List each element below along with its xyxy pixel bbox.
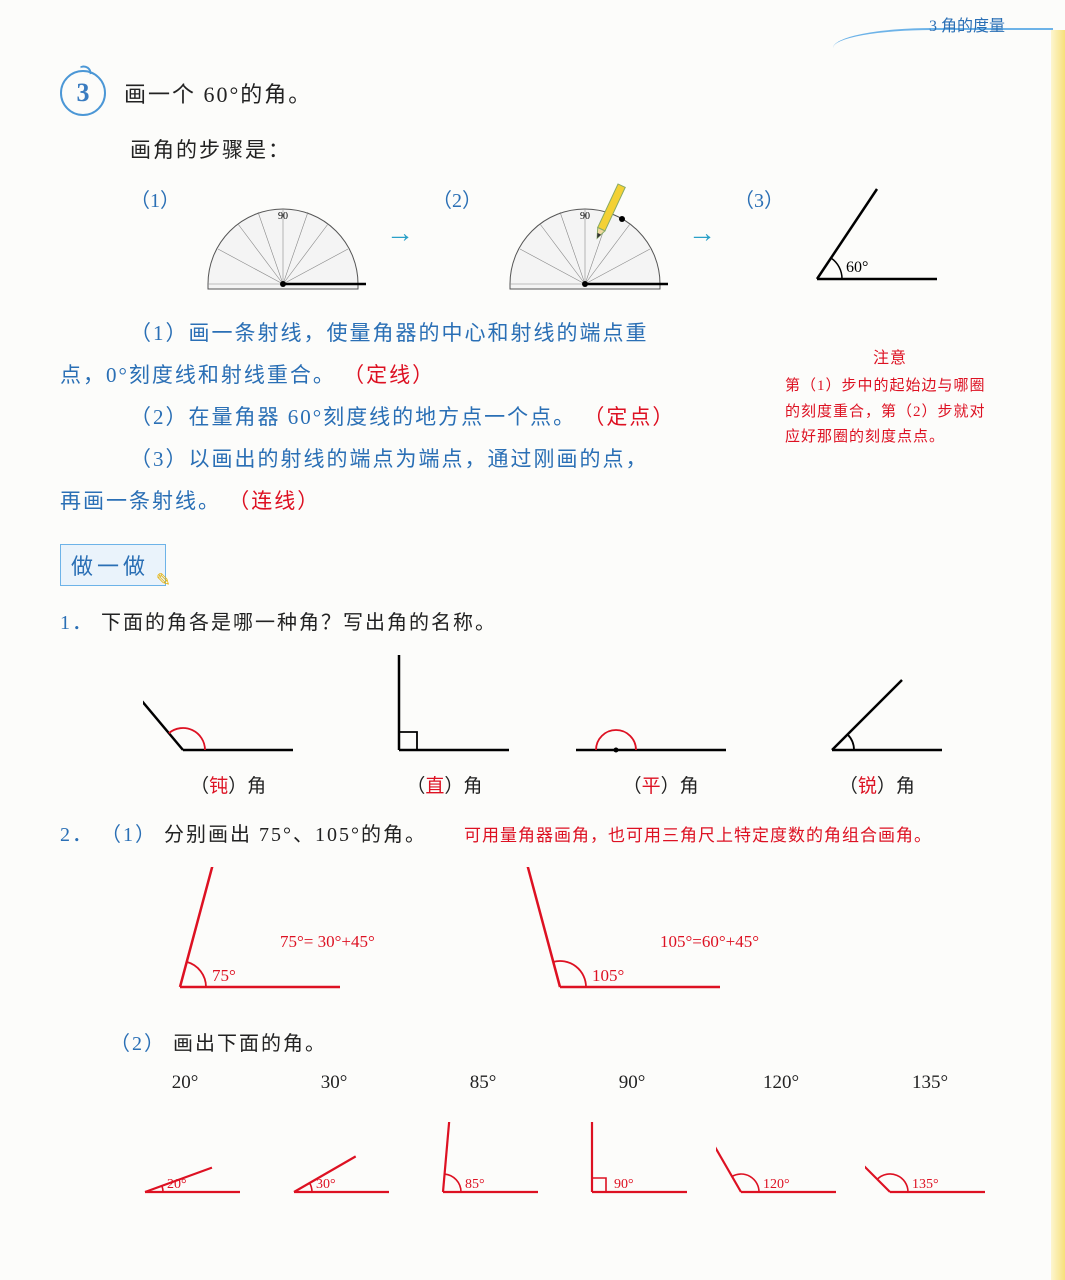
q2p2-col: 120° 120° [716, 1072, 846, 1202]
q2p2-angle-figure: 30° [269, 1122, 399, 1202]
q2p2-col: 85° 85° [418, 1072, 548, 1202]
q2p2-angle-figure: 135° [865, 1122, 995, 1202]
q2p2-degree-label: 30° [269, 1072, 399, 1094]
step-label-2: （2） [432, 184, 482, 213]
q1-angle-cell: （直）角 [359, 655, 529, 798]
svg-text:135°: 135° [912, 1177, 939, 1192]
protractor-90-mark: 90 [278, 211, 288, 222]
svg-text:90°: 90° [614, 1177, 634, 1192]
q1-angle-row: （钝）角 （直）角 （平）角 （锐）角 [120, 655, 985, 798]
q1-angle-label: （直）角 [359, 771, 529, 798]
angle-60-label: 60° [846, 259, 868, 276]
q2p2-angle-figure: 90° [567, 1122, 697, 1202]
svg-text:75°: 75° [212, 966, 236, 985]
q2p2-label: （2） [110, 1033, 166, 1055]
q2-hint: 可用量角器画角，也可用三角尺上特定度数的角组合画角。 [464, 826, 932, 845]
q2p2-col: 90° 90° [567, 1072, 697, 1202]
q2p2-col: 135° 135° [865, 1072, 995, 1202]
chapter-header: 3 角的度量 [929, 12, 1005, 36]
q2-num: 2． [60, 824, 94, 846]
q1-text: 下面的角各是哪一种角？写出角的名称。 [101, 612, 497, 634]
svg-text:75°= 30°+45°: 75°= 30°+45° [280, 932, 375, 951]
svg-text:85°: 85° [465, 1177, 485, 1192]
note-title: 注意 [785, 345, 995, 372]
q2p2-angle-figure: 20° [120, 1122, 250, 1202]
angle-figure [792, 655, 962, 765]
q1-angle-cell: （平）角 [576, 655, 746, 798]
q2p2-row: （2） 画出下面的角。 [110, 1027, 1025, 1056]
q2p1-label: （1） [101, 824, 157, 846]
q2p2-degree-label: 120° [716, 1072, 846, 1094]
svg-text:105°=60°+45°: 105°=60°+45° [660, 932, 759, 951]
svg-text:105°: 105° [592, 966, 624, 985]
q2p1-angle-row: 75° 75°= 30°+45° 105° 105°=60°+45° [140, 867, 1025, 1007]
q1-angle-label: （锐）角 [792, 771, 962, 798]
q2p2-angle-figure: 120° [716, 1122, 846, 1202]
steps-illustration-row: （1） 90 → （2） 90 [130, 174, 1025, 294]
explain-3a-row: （3）以画出的射线的端点为端点，通过刚画的点， [130, 438, 790, 480]
note-box: 注意 第（1）步中的起始边与哪圈的刻度重合，第（2）步就对应好那圈的刻度点点。 [785, 345, 995, 451]
protractor-step2: 90 [500, 174, 670, 294]
step-label-3: （3） [734, 184, 784, 213]
protractor-step1: 90 [198, 194, 368, 294]
explain-2-row: （2）在量角器 60°刻度线的地方点一个点。 （定点） [130, 396, 790, 438]
svg-text:30°: 30° [316, 1177, 336, 1192]
result-angle-60: 60° [802, 184, 942, 294]
section-title: 画一个 60°的角。 [124, 82, 312, 107]
page-edge-decoration [1051, 30, 1065, 1280]
explain-3b-row: 再画一条射线。 （连线） [60, 480, 720, 522]
q1-row: 1． 下面的角各是哪一种角？写出角的名称。 [60, 606, 1025, 635]
angle-figure [576, 655, 746, 765]
q2p2-degree-label: 90° [567, 1072, 697, 1094]
steps-intro: 画角的步骤是： [130, 134, 1025, 164]
note-body: 第（1）步中的起始边与哪圈的刻度重合，第（2）步就对应好那圈的刻度点点。 [785, 374, 995, 451]
step-label-1: （1） [130, 184, 180, 213]
svg-text:120°: 120° [763, 1177, 790, 1192]
q2p2-col: 20° 20° [120, 1072, 250, 1202]
q2p2-degree-label: 135° [865, 1072, 995, 1094]
q2p1-angle-cell: 105° 105°=60°+45° [520, 867, 820, 1007]
q2p2-grid: 20° 20° 30° 30° 85° 85° 90° 90° 120° 120… [120, 1072, 995, 1202]
q2p2-text: 画出下面的角。 [173, 1033, 327, 1055]
section-number-badge: 3 [60, 70, 106, 116]
q2p2-col: 30° 30° [269, 1072, 399, 1202]
q1-angle-cell: （钝）角 [143, 655, 313, 798]
arrow-icon: → [688, 218, 716, 250]
q2p2-degree-label: 85° [418, 1072, 548, 1094]
explain-1a: （1）画一条射线，使量角器的中心和射线的端点重 [130, 321, 649, 345]
q2p1-angle-cell: 75° 75°= 30°+45° [140, 867, 440, 1007]
practice-banner: 做一做 [60, 544, 166, 586]
q1-angle-label: （平）角 [576, 771, 746, 798]
arrow-icon: → [386, 218, 414, 250]
explain-block: （1）画一条射线，使量角器的中心和射线的端点重 [130, 312, 790, 354]
q2p1-row: 2． （1） 分别画出 75°、105°的角。 可用量角器画角，也可用三角尺上特… [60, 818, 1025, 847]
q1-angle-cell: （锐）角 [792, 655, 962, 798]
svg-text:20°: 20° [167, 1177, 187, 1192]
svg-text:90: 90 [580, 211, 590, 222]
q2p1-text: 分别画出 75°、105°的角。 [164, 824, 427, 846]
angle-figure [359, 655, 529, 765]
angle-figure [143, 655, 313, 765]
q1-num: 1． [60, 612, 94, 634]
q2p2-angle-figure: 85° [418, 1122, 548, 1202]
q2p2-degree-label: 20° [120, 1072, 250, 1094]
explain-1b-row: 点，0°刻度线和射线重合。 （定线） [60, 354, 720, 396]
q1-angle-label: （钝）角 [143, 771, 313, 798]
